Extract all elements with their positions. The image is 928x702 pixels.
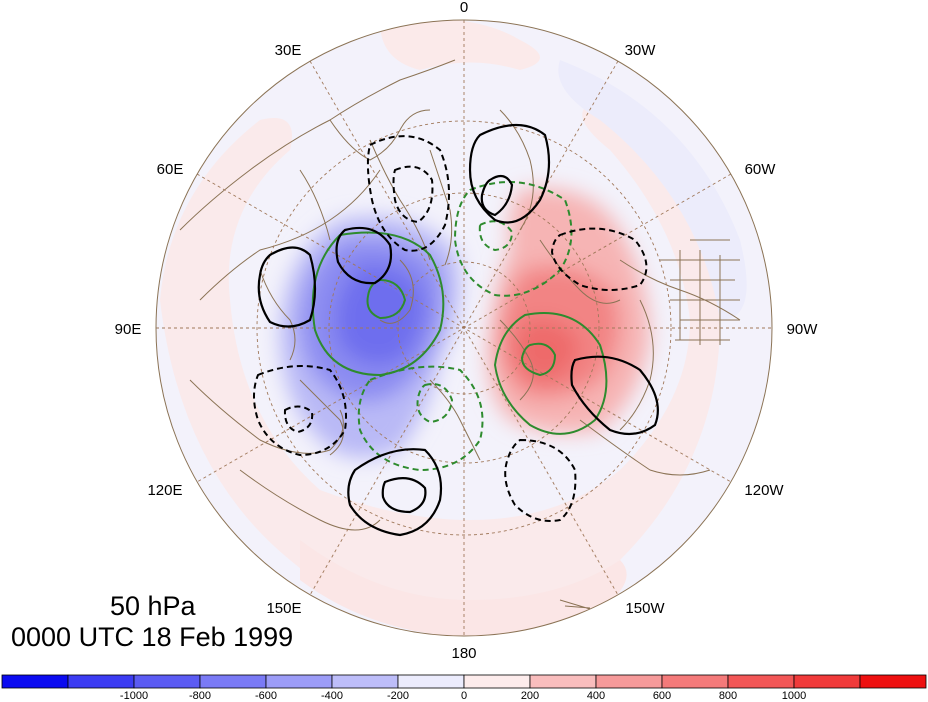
colorbar-tick-label: -800 (189, 690, 211, 702)
positive-rim-shading-south (300, 540, 627, 636)
positive-rim-shading-north (380, 20, 540, 70)
colorbar-tick-label: -400 (321, 690, 343, 702)
black-dashed-contours (253, 135, 648, 522)
lon-label-60e: 60E (157, 161, 184, 178)
lon-label-90e: 90E (115, 321, 142, 338)
black-solid-contours (257, 124, 659, 537)
colorbar-swatch (133, 674, 201, 689)
green-dashed-contours (357, 181, 573, 472)
colorbar: -1000 -800 -600 -400 -200 0 200 400 600 800 1000 (1, 674, 927, 702)
colorbar-swatch (793, 674, 861, 689)
colorbar-swatch (397, 674, 465, 689)
colorbar-swatch (859, 674, 927, 689)
lon-label-60w: 60W (745, 161, 777, 178)
colorbar-tick-label: 600 (653, 690, 671, 702)
colorbar-swatch (265, 674, 333, 689)
colorbar-swatch (199, 674, 267, 689)
valid-time-label: 0000 UTC 18 Feb 1999 (11, 622, 294, 652)
lon-label-150e: 150E (266, 600, 301, 617)
shading-layer (160, 20, 747, 636)
colorbar-tick-label: -600 (255, 690, 277, 702)
colorbar-tick-label: 800 (719, 690, 737, 702)
pressure-level-label: 50 hPa (110, 591, 196, 621)
colorbar-tick-label: 200 (521, 690, 539, 702)
graticule (156, 20, 772, 636)
colorbar-swatch (1, 674, 69, 689)
colorbar-tick-label: 400 (587, 690, 605, 702)
colorbar-swatch (331, 674, 399, 689)
colorbar-swatch (67, 674, 135, 689)
lon-label-30e: 30E (275, 42, 302, 59)
lon-label-120e: 120E (147, 482, 182, 499)
blue-rim-shading-northeast (558, 60, 747, 320)
colorbar-swatch (727, 674, 795, 689)
lon-label-0: 0 (460, 0, 468, 16)
colorbar-tick-label: -200 (387, 690, 409, 702)
colorbar-swatch (463, 674, 531, 689)
colorbar-tick-label: 1000 (782, 690, 806, 702)
lon-label-150w: 150W (625, 600, 665, 617)
longitude-labels: 0 30W 60W 90W 120W 150W 180 150E 120E 90… (115, 0, 819, 662)
lon-label-180: 180 (451, 645, 476, 662)
colorbar-swatch (661, 674, 729, 689)
colorbar-swatch (595, 674, 663, 689)
map-boundary (155, 19, 773, 637)
lon-label-90w: 90W (787, 321, 819, 338)
colorbar-tick-label: 0 (461, 690, 467, 702)
positive-anomaly-shading (487, 188, 650, 434)
positive-rim-shading-west (160, 100, 720, 630)
colorbar-tick-label: -1000 (120, 690, 148, 702)
colorbar-swatch (529, 674, 597, 689)
lon-label-30w: 30W (625, 42, 657, 59)
lon-label-120w: 120W (744, 482, 784, 499)
